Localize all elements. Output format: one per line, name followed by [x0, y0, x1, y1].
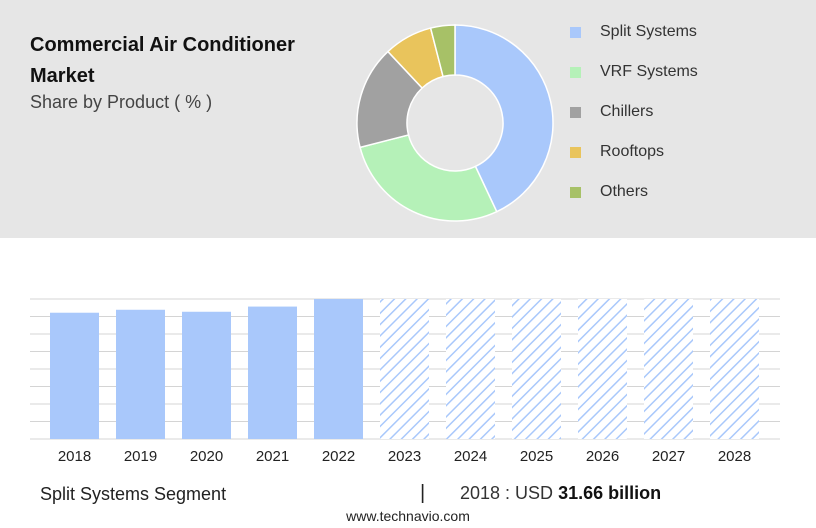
bar-2020: [182, 311, 231, 439]
legend-item-split-systems: Split Systems: [570, 12, 698, 52]
legend-item-rooftops: Rooftops: [570, 132, 698, 172]
x-tick-label: 2024: [454, 448, 487, 465]
legend: Split Systems VRF Systems Chillers Rooft…: [570, 12, 698, 212]
legend-label: Rooftops: [600, 143, 665, 160]
legend-label: Split Systems: [600, 23, 697, 40]
legend-item-vrf-systems: VRF Systems: [570, 52, 698, 92]
donut-chart: [356, 24, 554, 222]
bar-chart: 2018 2019 2020 2021 2022 2023 2024 2025 2026 2027…: [30, 298, 780, 465]
bar-2021: [248, 306, 297, 439]
donut-slice-others: [429, 24, 456, 78]
legend-swatch: [570, 146, 581, 158]
forecast-bar-2025: [512, 299, 561, 439]
chart-subtitle: Share by Product ( % ): [30, 92, 213, 112]
donut-slice-split-systems: [454, 24, 554, 213]
forecast-bar-2024: [446, 299, 495, 439]
x-tick-label: 2021: [256, 448, 289, 465]
x-tick-label: 2018: [58, 448, 91, 465]
legend-label: Others: [600, 183, 649, 200]
legend-label: Chillers: [600, 103, 654, 120]
bar-2019: [116, 309, 165, 439]
bar-2018: [50, 312, 99, 439]
x-tick-label: 2022: [322, 448, 355, 465]
legend-swatch: [570, 106, 581, 118]
value-label: 31.66 billion: [558, 483, 662, 503]
footer-value-line: 2018 : USD 31.66 billion: [460, 483, 661, 504]
year-label: 2018 : USD: [460, 483, 554, 503]
legend-item-others: Others: [570, 172, 698, 212]
source-url: www.technavio.com: [346, 508, 470, 524]
x-tick-label: 2023: [388, 448, 421, 465]
footer-separator: |: [420, 482, 426, 504]
forecast-bar-2023: [380, 299, 429, 439]
legend-swatch: [570, 186, 581, 198]
legend-label: VRF Systems: [600, 63, 698, 80]
forecast-bar-2026: [578, 299, 627, 439]
x-tick-label: 2028: [718, 448, 751, 465]
bar-2022: [314, 299, 363, 439]
legend-item-chillers: Chillers: [570, 92, 698, 132]
forecast-bar-2028: [710, 299, 759, 439]
x-tick-label: 2019: [124, 448, 157, 465]
legend-swatch: [570, 66, 581, 78]
forecast-bar-2027: [644, 299, 693, 439]
x-tick-label: 2027: [652, 448, 685, 465]
legend-swatch: [570, 26, 581, 38]
x-tick-label: 2020: [190, 448, 223, 465]
x-tick-label: 2025: [520, 448, 553, 465]
x-tick-label: 2026: [586, 448, 619, 465]
donut-slice-vrf-systems: [359, 134, 498, 222]
chart-title: Commercial Air Conditioner Market: [30, 34, 295, 87]
segment-label: Split Systems Segment: [40, 484, 227, 504]
